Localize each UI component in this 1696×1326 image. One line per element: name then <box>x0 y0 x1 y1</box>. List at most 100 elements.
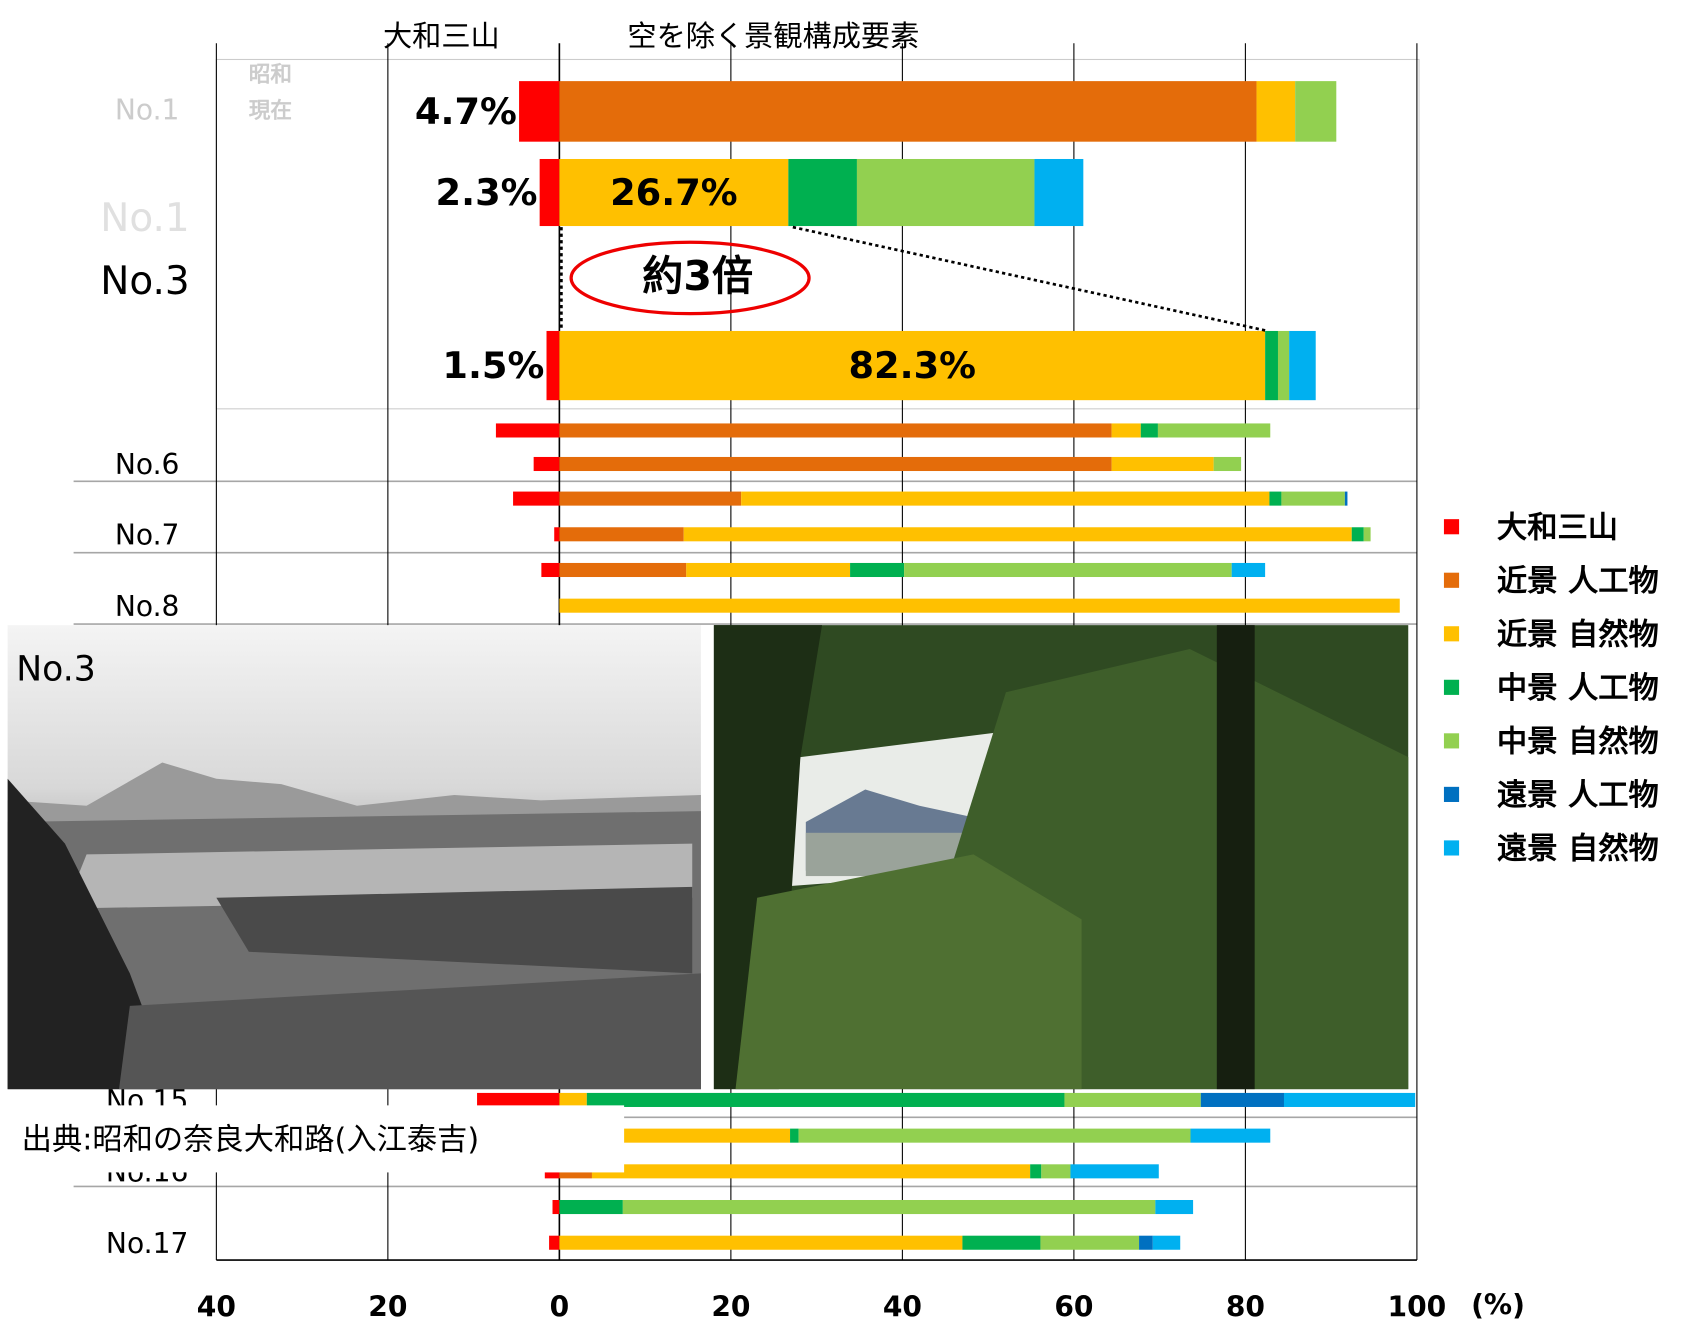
bar-segment <box>1041 1164 1071 1179</box>
bar-segment <box>546 330 560 401</box>
x-tick-label: 60 <box>1054 1291 1093 1324</box>
bar-segment <box>1363 527 1371 542</box>
bar-segment <box>559 423 1112 438</box>
bar-segment <box>559 598 1400 613</box>
unit-label: (%) <box>1471 1289 1525 1322</box>
legend-swatch <box>1443 786 1460 802</box>
bar-segment <box>1344 491 1348 506</box>
bar-segment <box>798 1128 1191 1143</box>
bar-segment <box>904 562 1232 578</box>
bar-segment <box>962 1235 1041 1250</box>
row-label: No.8 <box>115 590 180 623</box>
legend-label: 近景 人工物 <box>1497 564 1659 599</box>
bar-segment <box>559 456 1112 472</box>
row-label: No.17 <box>106 1227 188 1260</box>
ratio-ellipse <box>569 240 811 316</box>
bar-segment <box>1231 562 1266 578</box>
bar-segment <box>1111 456 1214 472</box>
inset-label: No.3 <box>100 259 189 304</box>
bar-segment <box>1256 81 1296 142</box>
bar-segment <box>1289 330 1316 401</box>
zoom-line <box>792 225 1268 333</box>
bar-segment <box>1070 1164 1159 1179</box>
bar-segment <box>559 81 1257 142</box>
row-label: No.7 <box>115 518 180 551</box>
bar-segment <box>1034 158 1084 227</box>
bar-segment <box>552 1199 560 1215</box>
bar-segment <box>559 158 789 227</box>
legend-label: 大和三山 <box>1497 510 1618 545</box>
photo-old: No.3 <box>7 625 701 1090</box>
bar-segment <box>683 527 1352 542</box>
x-tick-label: 80 <box>1226 1291 1265 1324</box>
era-old: 昭和 <box>249 63 292 88</box>
photo-label: No.3 <box>16 650 95 690</box>
bar-segment <box>850 562 905 578</box>
bar-segment <box>1111 423 1141 438</box>
x-tick-label: 40 <box>883 1291 922 1324</box>
bar-segment <box>788 158 857 227</box>
bar-segment <box>539 158 560 227</box>
bar-segment <box>533 456 560 472</box>
bar-segment <box>559 1092 587 1107</box>
x-tick-label: 20 <box>368 1291 407 1324</box>
bar-segment <box>1269 491 1282 506</box>
legend-label: 中景 人工物 <box>1497 671 1659 706</box>
bar-segment <box>1064 1092 1201 1107</box>
bar-segment <box>559 491 742 506</box>
legend-swatch <box>1443 519 1460 535</box>
bar-segment <box>1277 330 1290 401</box>
era-now: 現在 <box>249 97 292 123</box>
legend-swatch <box>1443 679 1460 695</box>
bar-segment <box>477 1092 560 1107</box>
bar-segment <box>790 1128 799 1143</box>
x-tick-label: 40 <box>197 1291 236 1324</box>
bar-segment <box>856 158 1035 227</box>
legend-label: 中景 自然物 <box>1497 724 1659 760</box>
bar-segment <box>1155 1199 1194 1215</box>
bar-segment <box>1351 527 1364 542</box>
row-label: No.1 <box>115 93 180 126</box>
legend-swatch <box>1443 626 1460 642</box>
bar-segment <box>1140 423 1158 438</box>
bar-segment <box>559 527 684 542</box>
bar-segment <box>591 1164 1031 1179</box>
value-label: 82.3% <box>848 344 976 387</box>
value-label: 4.7% <box>415 90 517 133</box>
bar-segment <box>1030 1164 1042 1179</box>
legend-label: 近景 自然物 <box>1497 616 1659 652</box>
bar-segment <box>622 1199 1156 1215</box>
bar-segment <box>686 562 851 578</box>
legend-swatch <box>1443 733 1460 749</box>
bar-segment <box>586 1092 1065 1107</box>
x-tick-label: 0 <box>550 1291 570 1324</box>
legend-label: 遠景 自然物 <box>1497 831 1659 867</box>
row-label: No.6 <box>115 448 180 481</box>
bar-segment <box>1213 456 1242 472</box>
bar-segment <box>495 423 560 438</box>
bar-segment <box>1281 491 1345 506</box>
bar-segment <box>541 562 560 578</box>
bar-segment <box>1040 1235 1140 1250</box>
right-header: 空を除く景観構成要素 <box>627 19 919 53</box>
bar-segment <box>1295 81 1337 142</box>
left-header: 大和三山 <box>383 19 500 53</box>
bar-segment <box>513 491 560 506</box>
inset-annotations: 大和三山 空を除く景観構成要素 昭和 現在 No.1 No.3 約3倍 <box>100 19 1268 333</box>
bar-segment <box>559 562 687 578</box>
bar-segment <box>554 527 560 542</box>
bar-segment <box>519 81 560 142</box>
value-label: 26.7% <box>610 171 738 214</box>
bar-segment <box>549 1235 560 1250</box>
ghost-label: No.1 <box>100 196 189 241</box>
photo-now <box>713 625 1409 1090</box>
bar-segment <box>559 1199 623 1215</box>
legend-swatch <box>1443 572 1460 588</box>
bar-segment <box>1283 1092 1416 1107</box>
legend-swatch <box>1443 840 1460 856</box>
value-label: 1.5% <box>442 344 544 387</box>
bar-segment <box>741 491 1270 506</box>
x-tick-label: 20 <box>711 1291 750 1324</box>
